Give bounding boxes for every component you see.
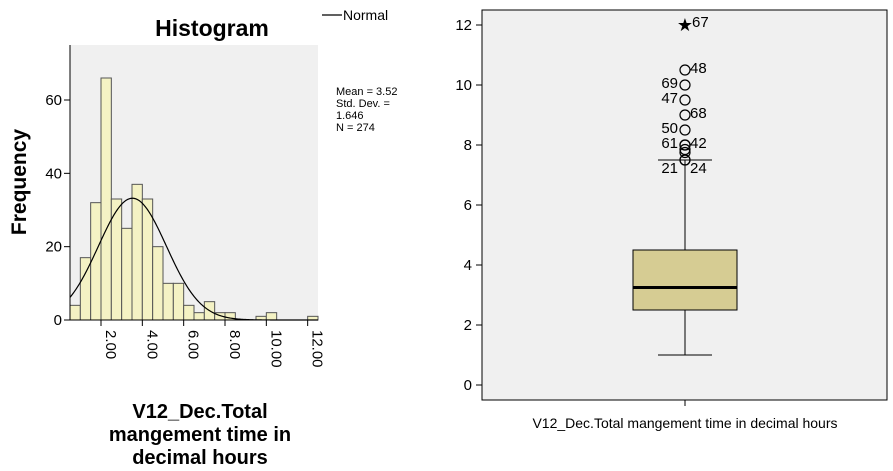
- x-tick-label: 12.00: [309, 330, 326, 368]
- y-tick-label: 4: [464, 257, 472, 274]
- outlier-point: [679, 79, 691, 91]
- histogram-bar: [172, 282, 185, 321]
- y-axis-label: Frequency: [8, 129, 31, 236]
- x-tick-label: 4.00: [143, 330, 160, 359]
- x-axis-label-line: V12_Dec.Total: [132, 401, 267, 423]
- x-tick-label: 8.00: [226, 330, 243, 359]
- histogram-bar: [90, 202, 102, 321]
- histogram-bar: [131, 183, 143, 321]
- stats-text: 1.646: [336, 110, 364, 122]
- outlier-label: 68: [690, 105, 707, 122]
- histogram-bar: [121, 227, 133, 321]
- outlier-point: [679, 109, 691, 121]
- histogram-bar: [100, 77, 112, 321]
- x-axis-label: V12_Dec.Total mangement time in decimal …: [532, 415, 837, 431]
- stats-text: Std. Dev. =: [336, 98, 390, 110]
- x-tick-label: 10.00: [267, 330, 284, 368]
- outlier-label: 48: [690, 60, 707, 77]
- histogram-chart: 0 20 40 60 2.00 4.00 6.00 8.00 10.00 12.00 Histogr…: [8, 7, 397, 469]
- y-tick-label: 12: [455, 17, 472, 34]
- y-tick-label: 60: [45, 92, 62, 109]
- outlier-point: [679, 143, 691, 156]
- histogram-title: Histogram: [155, 15, 269, 41]
- y-tick-label: 8: [464, 137, 472, 154]
- outlier-label: 42: [690, 135, 707, 152]
- x-axis-label-line: mangement time in: [109, 424, 291, 446]
- outlier-point: [679, 146, 691, 159]
- outlier-label: 50: [661, 120, 678, 137]
- extreme-label: 67: [692, 14, 709, 31]
- y-tick-label: 20: [45, 239, 62, 256]
- outlier-label: 69: [661, 75, 678, 92]
- histogram-bar: [183, 304, 195, 321]
- x-tick-label: 2.00: [102, 330, 119, 359]
- histogram-bar: [193, 312, 205, 321]
- stats-text: N = 274: [336, 122, 375, 134]
- outlier-point: [679, 94, 691, 106]
- outlier-point: [679, 64, 691, 76]
- iqr-box: [632, 249, 738, 311]
- outlier-label: 47: [661, 90, 678, 107]
- y-tick-label: 10: [455, 77, 472, 94]
- y-tick-label: 0: [54, 312, 62, 329]
- x-axis-label-line: decimal hours: [132, 447, 268, 469]
- histogram-bar: [265, 312, 278, 321]
- histogram-bar: [69, 304, 81, 321]
- outlier-label: 21: [661, 160, 678, 177]
- y-tick-label: 6: [464, 197, 472, 214]
- extreme-marker: ★: [677, 15, 693, 35]
- histogram-bar: [152, 246, 164, 321]
- outlier-label: 61: [661, 135, 678, 152]
- y-tick-label: 2: [464, 317, 472, 334]
- outlier-point: [679, 139, 691, 151]
- legend-label: Normal: [343, 7, 388, 23]
- outlier-label: 24: [690, 160, 707, 177]
- y-tick-label: 40: [45, 165, 62, 182]
- histogram-bar: [162, 282, 174, 321]
- x-tick-label: 6.00: [185, 330, 202, 359]
- outlier-point: [679, 124, 691, 136]
- stats-text: Mean = 3.52: [336, 86, 397, 98]
- histogram-bar: [141, 198, 154, 321]
- y-tick-label: 0: [464, 377, 472, 394]
